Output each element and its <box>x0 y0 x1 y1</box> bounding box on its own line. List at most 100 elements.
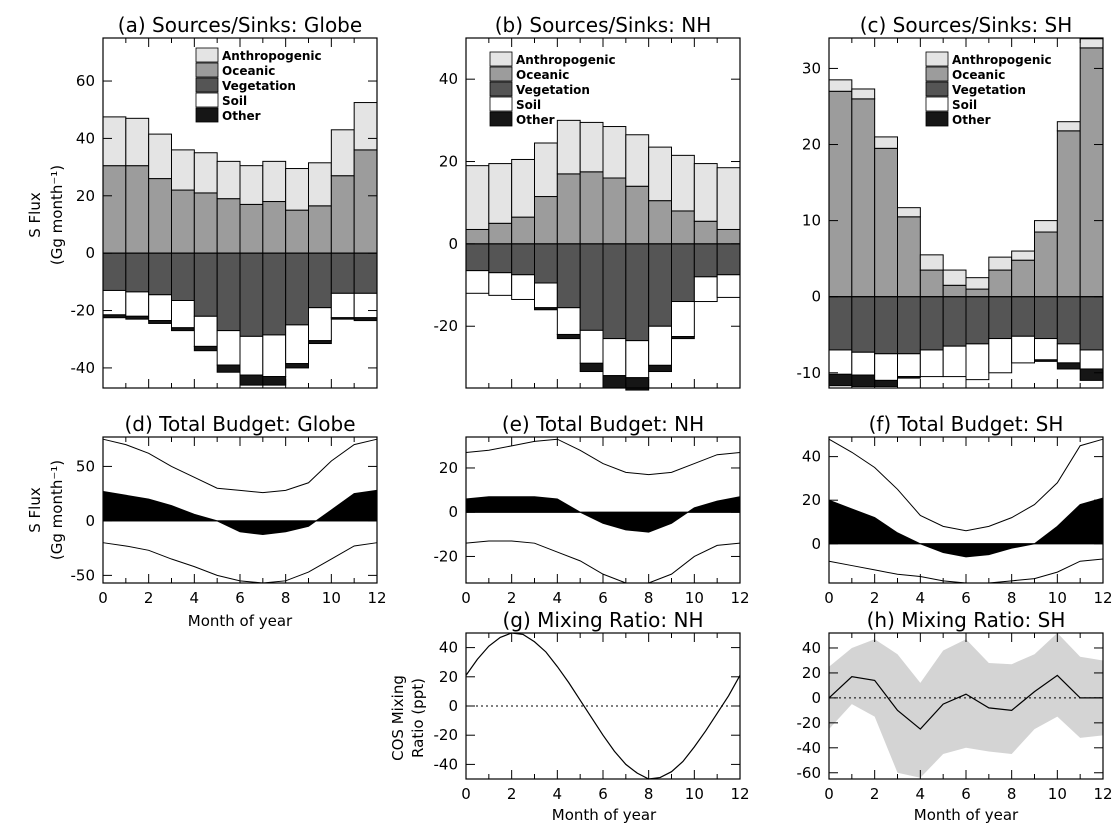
bar-oceanic-a <box>193 192 218 254</box>
bar-anthropogenic-a <box>193 152 218 194</box>
x-tick-label-h: 2 <box>870 785 880 803</box>
legend-swatch-soil <box>925 96 949 112</box>
bar-vegetation-b <box>602 243 627 340</box>
bar-vegetation-a <box>308 252 332 309</box>
bar-anthropogenic-a <box>330 129 355 177</box>
bar-vegetation-b <box>716 243 741 276</box>
y-tick-label-h: 40 <box>802 639 821 657</box>
y-tick-label-c: -10 <box>797 364 822 382</box>
legend-label-soil: Soil <box>952 98 977 112</box>
bar-other-a <box>148 320 173 324</box>
bar-soil-c <box>988 338 1013 374</box>
bar-anthropogenic-b <box>716 167 741 230</box>
bar-vegetation-c <box>942 296 967 347</box>
bar-soil-a <box>193 315 218 347</box>
bar-anthropogenic-c <box>965 277 990 290</box>
bar-anthropogenic-b <box>511 158 535 218</box>
bar-other-a <box>171 327 195 332</box>
bar-soil-b <box>488 272 513 296</box>
bar-anthropogenic-b <box>579 121 604 173</box>
bar-vegetation-a <box>148 252 173 296</box>
panel-f: (f) Total Budget: SH 0 20 40 0 2 4 6 8 10 12 <box>802 412 1113 607</box>
y-tick-label-f: 40 <box>802 448 821 466</box>
bar-vegetation-a <box>330 252 355 294</box>
x-tick-label-e: 0 <box>461 589 471 607</box>
bar-oceanic-b <box>648 200 673 245</box>
legend-swatch-oceanic <box>925 66 949 82</box>
net-budget-area-d <box>102 489 378 536</box>
panel-title-f: (f) Total Budget: SH <box>869 412 1064 436</box>
bar-anthropogenic-a <box>171 149 195 191</box>
bar-other-c <box>828 373 853 387</box>
legend-label-anthropogenic: Anthropogenic <box>516 53 616 67</box>
bar-vegetation-b <box>648 243 673 327</box>
bar-soil-c <box>919 349 944 378</box>
y-axis-unit-flux-top: (Gg month⁻¹) <box>48 165 66 265</box>
panel-g: (g) Mixing Ratio: NH -40 -20 0 20 40 0 2 4 6 8 10 12 <box>434 608 750 803</box>
y-tick-label-a: -40 <box>71 359 96 377</box>
bar-oceanic-c <box>851 98 876 298</box>
bar-soil-a <box>262 334 287 378</box>
y-tick-label-f: 0 <box>811 535 821 553</box>
bar-anthropogenic-c <box>919 254 944 271</box>
y-tick-label-e: 20 <box>439 459 458 477</box>
panel-title-e: (e) Total Budget: NH <box>502 412 704 436</box>
bar-oceanic-b <box>556 173 581 245</box>
legend-label-other: Other <box>222 109 261 123</box>
bar-soil-c <box>942 345 967 378</box>
legend-label-vegetation: Vegetation <box>222 79 296 93</box>
bar-soil-b <box>602 338 627 377</box>
x-tick-label-d: 12 <box>367 589 386 607</box>
bar-oceanic-c <box>965 288 990 298</box>
bar-anthropogenic-c <box>828 79 853 92</box>
bar-vegetation-b <box>579 243 604 331</box>
bar-soil-c <box>1011 335 1036 364</box>
legend-swatch-soil <box>489 96 513 112</box>
y-tick-label-c: 10 <box>802 212 821 230</box>
y-tick-label-b: -20 <box>434 317 459 335</box>
x-tick-label-e: 6 <box>598 589 608 607</box>
legend-label-oceanic: Oceanic <box>952 68 1005 82</box>
bar-vegetation-a <box>102 252 127 291</box>
bar-oceanic-a <box>239 203 264 254</box>
x-tick-label-d: 10 <box>322 589 341 607</box>
legend-swatch-anthropogenic <box>925 51 949 67</box>
y-tick-label-b: 0 <box>448 235 458 253</box>
bar-oceanic-a <box>148 178 173 254</box>
y-tick-label-g: -40 <box>434 755 459 773</box>
bar-soil-c <box>874 353 899 381</box>
legend-label-anthropogenic: Anthropogenic <box>222 49 322 63</box>
legend-swatch-other <box>489 111 513 127</box>
x-tick-label-e: 8 <box>644 589 654 607</box>
bar-soil-b <box>556 307 581 335</box>
x-tick-label-e: 12 <box>730 589 749 607</box>
x-tick-label-g: 4 <box>553 785 563 803</box>
bar-anthropogenic-b <box>556 119 581 175</box>
bar-other-b <box>602 375 627 389</box>
bar-vegetation-c <box>1056 296 1081 345</box>
bar-vegetation-a <box>262 252 287 336</box>
bar-soil-c <box>851 351 876 376</box>
bar-soil-a <box>285 324 309 365</box>
y-tick-label-h: -20 <box>797 714 822 732</box>
y-axis-label-flux-top: S Flux <box>26 192 44 238</box>
x-tick-label-f: 4 <box>916 589 926 607</box>
bar-other-c <box>851 374 876 387</box>
panel-h: (h) Mixing Ratio: SH -60 -40 -20 0 20 40 0 2 4 6 8 1… <box>797 608 1113 803</box>
x-tick-label-d: 8 <box>281 589 291 607</box>
x-axis-label-h: Month of year <box>914 806 1019 824</box>
x-tick-label-g: 6 <box>598 785 608 803</box>
bar-other-b <box>579 362 604 373</box>
bar-oceanic-c <box>828 90 853 298</box>
bar-soil-a <box>102 289 127 316</box>
panel-title-g: (g) Mixing Ratio: NH <box>502 608 703 632</box>
x-tick-label-e: 4 <box>553 589 563 607</box>
y-tick-label-a: 40 <box>76 129 95 147</box>
bar-vegetation-a <box>239 252 264 337</box>
bar-vegetation-c <box>828 296 853 351</box>
x-tick-label-f: 2 <box>870 589 880 607</box>
x-tick-label-h: 12 <box>1093 785 1112 803</box>
bar-other-b <box>534 307 558 311</box>
x-tick-label-d: 0 <box>98 589 108 607</box>
